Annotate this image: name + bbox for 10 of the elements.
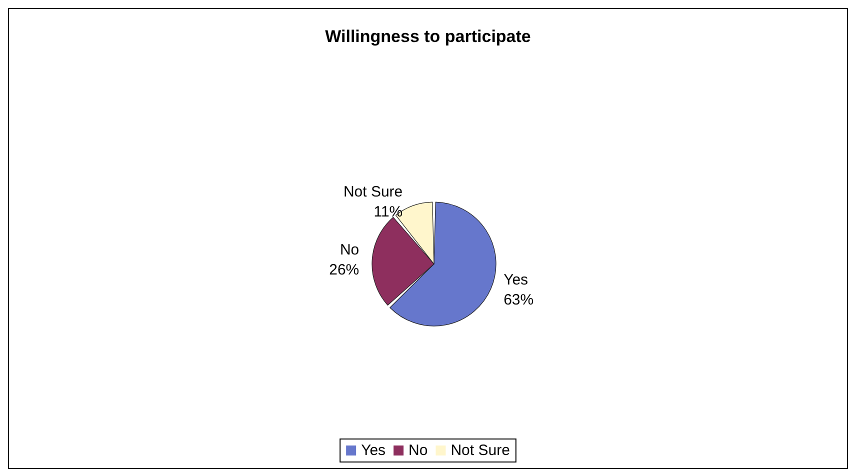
data-label: 26%: [329, 261, 360, 278]
data-label: 11%: [374, 203, 403, 220]
legend-label: Yes: [361, 442, 386, 459]
legend-label: Not Sure: [450, 442, 510, 459]
chart-title: Willingness to participate: [325, 27, 531, 46]
slice-label: Yes: [504, 272, 528, 289]
data-label: 63%: [504, 292, 534, 309]
slice-label: No: [340, 241, 360, 258]
slice-label: Not Sure: [343, 183, 403, 200]
legend-label: No: [408, 442, 428, 459]
